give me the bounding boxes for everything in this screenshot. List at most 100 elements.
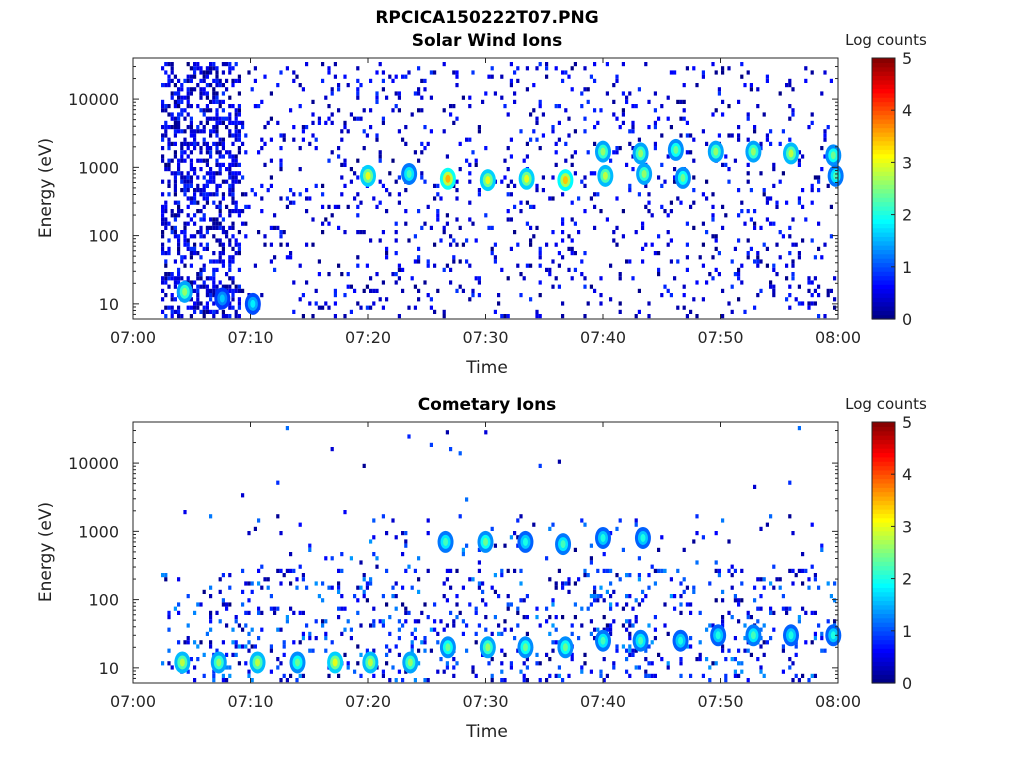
solar-wind-speckle-cell <box>212 293 216 298</box>
solar-wind-speckle-cell <box>426 204 430 209</box>
solar-wind-speckle-cell <box>407 238 411 243</box>
solar-wind-speckle-cell <box>404 188 408 193</box>
cometary-speckle-cell <box>791 581 795 586</box>
solar-wind-speckle-cell <box>429 129 433 134</box>
cometary-speckle-cell <box>465 648 469 653</box>
cometary-speckle-cell <box>426 678 430 683</box>
cometary-speckle-cell <box>545 652 549 657</box>
cometary-speckle-cell <box>602 627 606 632</box>
cometary-speckle-cell <box>605 673 609 678</box>
solar-wind-speckle-cell <box>385 255 389 260</box>
solar-wind-speckle-cell <box>196 284 200 289</box>
solar-wind-xtick-label: 07:40 <box>580 328 626 347</box>
solar-wind-speckle-cell <box>810 120 814 125</box>
cometary-speckle-cell <box>356 598 360 603</box>
cometary-speckle-cell <box>589 602 593 607</box>
cometary-feature-2 <box>249 651 266 674</box>
cometary-speckle-cell <box>714 560 718 565</box>
solar-wind-speckle-cell <box>228 120 232 125</box>
solar-wind-speckle-cell <box>378 200 382 205</box>
solar-wind-speckle-cell <box>298 146 302 151</box>
cometary-speckle-cell <box>807 678 811 683</box>
cometary-speckle-cell <box>516 518 520 523</box>
solar-wind-speckle-cell <box>218 150 222 155</box>
cometary-speckle-cell <box>759 594 763 599</box>
solar-wind-speckle-cell <box>177 309 181 314</box>
solar-wind-speckle-cell <box>212 78 216 83</box>
solar-wind-speckle-cell <box>356 116 360 121</box>
cometary-speckle-cell <box>397 669 401 674</box>
cometary-speckle-cell <box>305 623 309 628</box>
solar-wind-speckle-cell <box>452 238 456 243</box>
solar-wind-speckle-cell <box>618 272 622 277</box>
solar-wind-speckle-cell <box>391 108 395 113</box>
solar-wind-speckle-cell <box>583 209 587 214</box>
solar-wind-speckle-cell <box>186 141 190 146</box>
solar-wind-speckle-cell <box>279 196 283 201</box>
solar-wind-speckle-cell <box>298 297 302 302</box>
solar-wind-speckle-cell <box>593 225 597 230</box>
solar-wind-speckle-cell <box>305 125 309 130</box>
cometary-speckle-cell <box>791 661 795 666</box>
cometary-speckle-cell <box>593 585 597 590</box>
solar-wind-speckle-cell <box>177 78 181 83</box>
cometary-colorbar-band <box>872 665 895 671</box>
solar-wind-speckle-cell <box>407 70 411 75</box>
solar-wind-speckle-cell <box>167 112 171 117</box>
cometary-speckle-cell <box>445 568 449 573</box>
solar-wind-speckle-cell <box>241 141 245 146</box>
solar-wind-speckle-cell <box>375 70 379 75</box>
cometary-speckle-cell <box>605 623 609 628</box>
solar-wind-colorbar-band <box>872 62 895 68</box>
solar-wind-speckle-cell <box>423 280 427 285</box>
solar-wind-speckle-cell <box>682 293 686 298</box>
solar-wind-colorbar-band <box>872 210 895 216</box>
cometary-speckle-cell <box>503 543 507 548</box>
cometary-colorbar-band <box>872 487 895 493</box>
solar-wind-colorbar-band <box>872 297 895 303</box>
cometary-speckle-cell <box>426 568 430 573</box>
solar-wind-speckle-cell <box>727 301 731 306</box>
solar-wind-speckle-cell <box>650 242 654 247</box>
cometary-speckle-cell <box>385 568 389 573</box>
solar-wind-speckle-cell <box>173 133 177 138</box>
solar-wind-speckle-cell <box>333 204 337 209</box>
cometary-speckle-cell <box>503 678 507 683</box>
cometary-speckle-cell <box>349 627 353 632</box>
solar-wind-speckle-cell <box>705 179 709 184</box>
solar-wind-xtick-label: 07:20 <box>345 328 391 347</box>
solar-wind-speckle-cell <box>529 238 533 243</box>
cometary-speckle-cell <box>759 669 763 674</box>
solar-wind-speckle-cell <box>826 125 830 130</box>
cometary-feature-core <box>485 643 491 652</box>
solar-wind-speckle-cell <box>436 209 440 214</box>
solar-wind-speckle-cell <box>234 112 238 117</box>
solar-wind-speckle-cell <box>378 154 382 159</box>
solar-wind-speckle-cell <box>167 167 171 172</box>
solar-wind-feature-core <box>182 287 188 296</box>
solar-wind-feature-core <box>602 171 608 180</box>
cometary-speckle-cell <box>413 627 417 632</box>
cometary-speckle-cell <box>685 644 689 649</box>
solar-wind-speckle-cell <box>193 62 197 67</box>
solar-wind-speckle-cell <box>225 78 229 83</box>
cometary-speckle-cell <box>618 577 622 582</box>
solar-wind-speckle-cell <box>660 204 664 209</box>
cometary-speckle-cell <box>647 661 651 666</box>
solar-wind-speckle-cell <box>554 242 558 247</box>
cometary-speckle-cell <box>394 644 398 649</box>
cometary-speckle-cell <box>628 636 632 641</box>
solar-wind-speckle-cell <box>711 217 715 222</box>
solar-wind-speckle-cell <box>167 74 171 79</box>
solar-wind-speckle-cell <box>173 125 177 130</box>
cometary-speckle-cell <box>753 598 757 603</box>
solar-wind-speckle-cell <box>189 217 193 222</box>
solar-wind-speckle-cell <box>692 188 696 193</box>
solar-wind-speckle-cell <box>231 171 235 176</box>
solar-wind-speckle-cell <box>580 272 584 277</box>
solar-wind-speckle-cell <box>189 78 193 83</box>
solar-wind-speckle-cell <box>538 104 542 109</box>
cometary-speckle-cell <box>401 585 405 590</box>
solar-wind-speckle-cell <box>202 314 206 319</box>
cometary-speckle-cell <box>263 577 267 582</box>
